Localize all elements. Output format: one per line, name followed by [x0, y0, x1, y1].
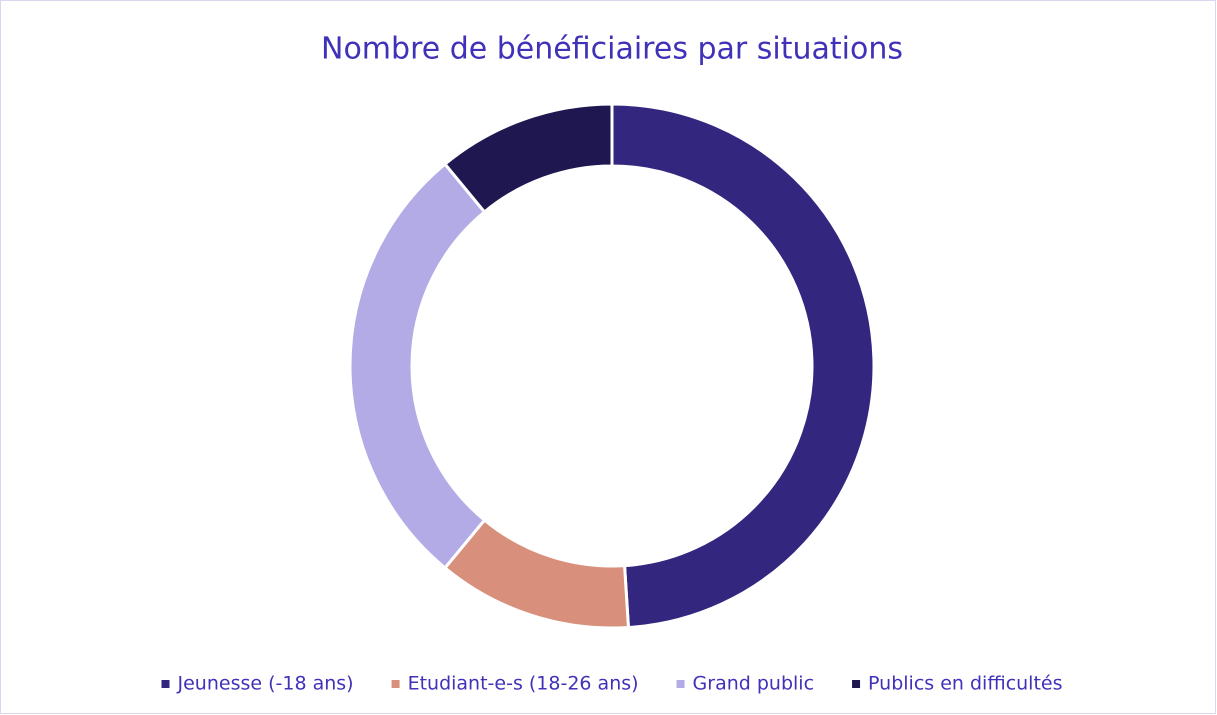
legend-swatch: [852, 680, 861, 688]
legend-label: Grand public: [693, 673, 815, 695]
legend-label: Jeunesse (-18 ans): [177, 673, 354, 695]
legend-swatch: [676, 680, 685, 688]
chart-title: Nombre de bénéficiaires par situations: [321, 32, 903, 67]
donut-segment: [442, 102, 614, 215]
legend-swatch: [161, 680, 170, 688]
donut-segment: [348, 162, 487, 570]
legend-swatch: [391, 680, 400, 688]
legend-label: Etudiant-e-s (18-26 ans): [408, 673, 639, 695]
legend-label: Publics en difficultés: [868, 673, 1062, 695]
donut-segment: [610, 102, 876, 630]
